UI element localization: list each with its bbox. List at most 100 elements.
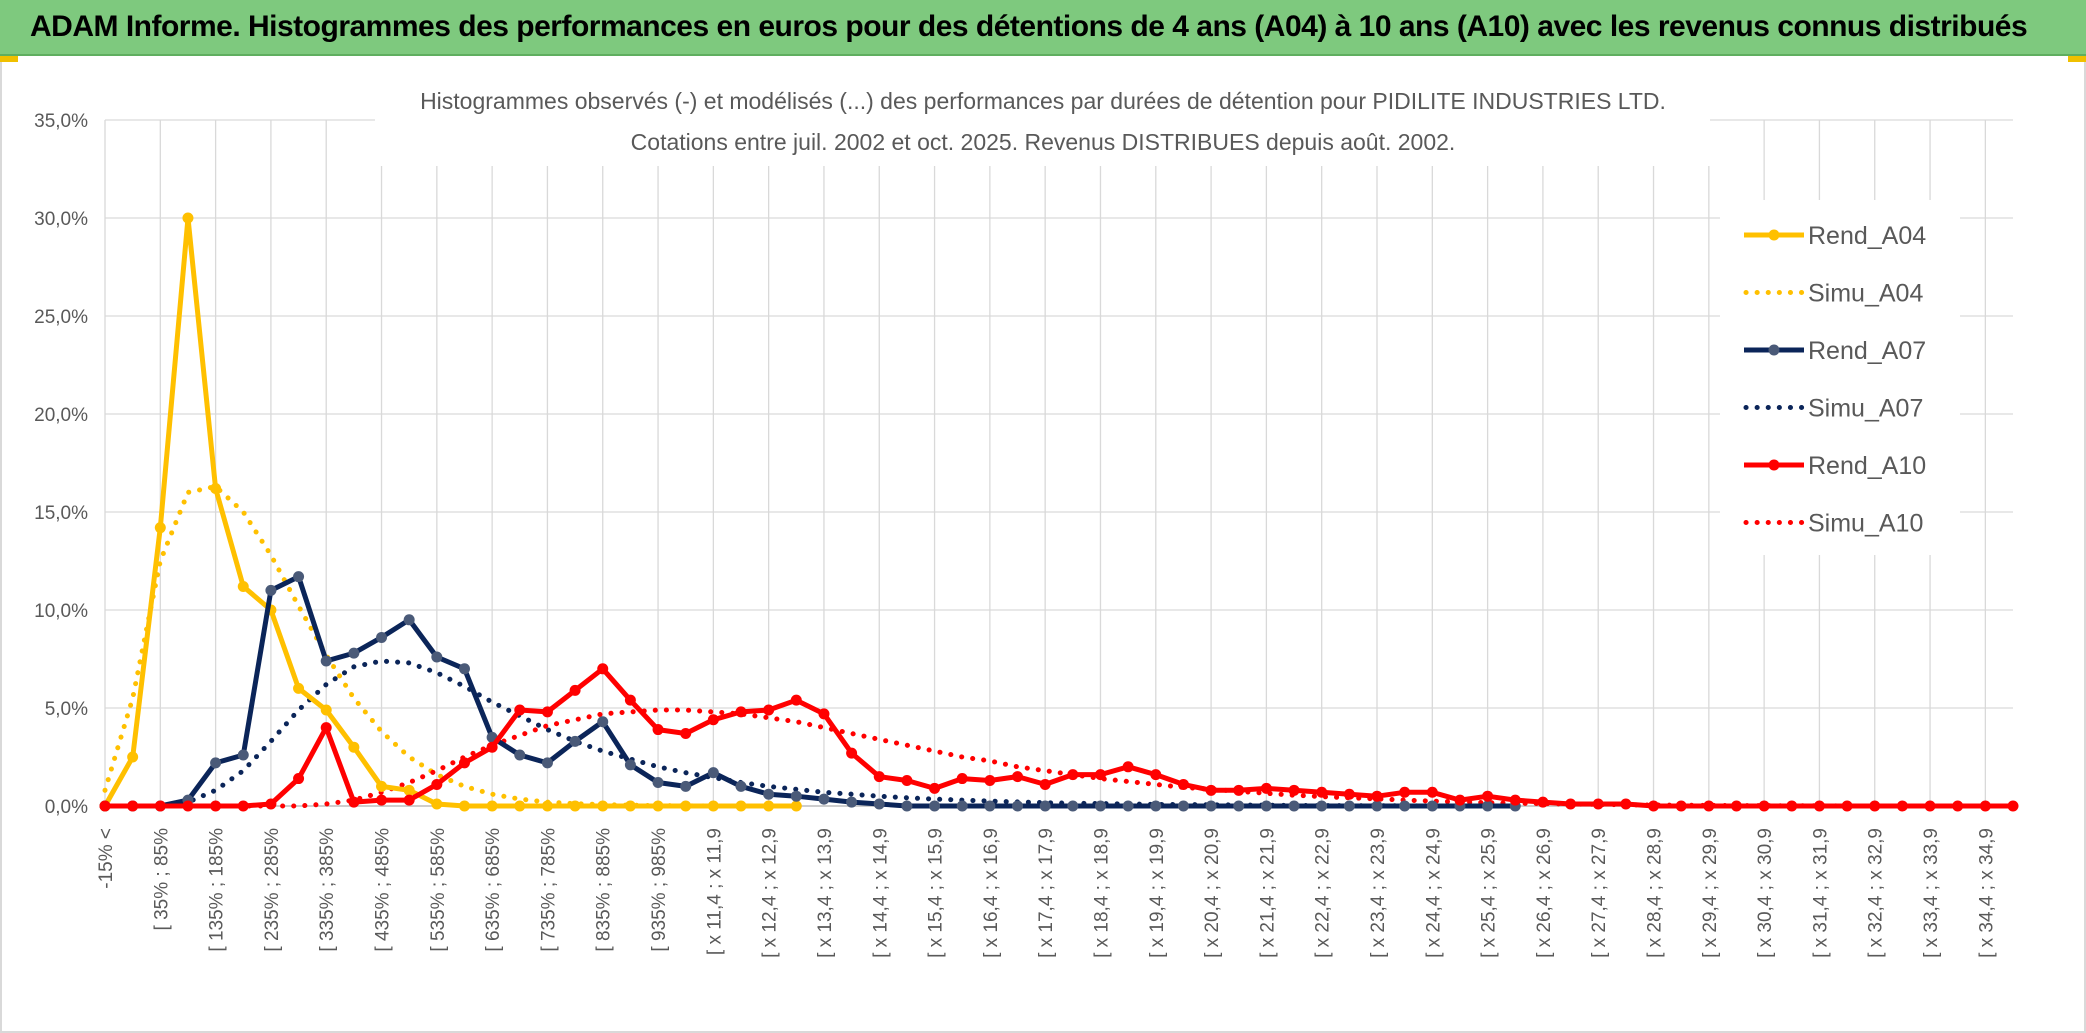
point-rend-a04 [735,800,747,812]
legend-label-simu-a04: Simu_A04 [1808,280,1923,308]
x-tick-label: [ x 13,4 ; x 13,9 [815,828,836,958]
x-tick-label: [ x 18,4 ; x 18,9 [1091,828,1112,958]
point-rend-a04 [624,800,636,812]
x-tick-label: [ x 27,4 ; x 27,9 [1589,828,1610,958]
chart-title-line2: Cotations entre juil. 2002 et oct. 2025.… [631,129,1456,155]
point-rend-a07 [1094,800,1106,812]
point-rend-a07 [1288,800,1300,812]
point-rend-a10 [1648,800,1660,812]
x-tick-label: [ x 32,4 ; x 32,9 [1866,828,1887,958]
point-rend-a10 [127,800,139,812]
point-rend-a07 [624,759,636,771]
point-rend-a10 [431,778,443,790]
legend-label-simu-a10: Simu_A10 [1808,510,1923,538]
point-rend-a07 [1316,800,1328,812]
point-rend-a10 [1537,796,1549,808]
point-rend-a10 [1094,769,1106,781]
point-rend-a07 [265,584,277,596]
point-rend-a07 [597,716,609,728]
legend-label-rend-a04: Rend_A04 [1808,222,1926,250]
point-rend-a07 [873,798,885,810]
legend-marker-rend-a04 [1768,229,1780,241]
x-tick-label: -15% < [96,828,117,889]
point-rend-a07 [1205,800,1217,812]
point-rend-a10 [182,800,194,812]
point-rend-a07 [1039,800,1051,812]
point-rend-a07 [1482,800,1494,812]
point-rend-a10 [541,706,553,718]
x-tick-label: [ x 19,4 ; x 19,9 [1147,828,1168,958]
x-tick-label: [ x 15,4 ; x 15,9 [926,828,947,958]
point-rend-a04 [790,800,802,812]
point-rend-a10 [873,771,885,783]
x-tick-label: [ x 25,4 ; x 25,9 [1479,828,1500,958]
point-rend-a04 [403,784,415,796]
point-rend-a10 [293,773,305,785]
x-tick-label: [ x 26,4 ; x 26,9 [1534,828,1555,958]
x-tick-label: [ 335% ; 385% [317,828,338,952]
point-rend-a07 [1426,800,1438,812]
x-tick-label: [ 935% ; 985% [649,828,670,952]
x-tick-label: [ x 33,4 ; x 33,9 [1921,828,1942,958]
legend-marker-rend-a07 [1768,344,1780,356]
point-rend-a10 [1730,800,1742,812]
point-rend-a10 [1260,782,1272,794]
point-rend-a04 [348,741,360,753]
point-rend-a10 [1205,784,1217,796]
banner-title: ADAM Informe. Histogrammes des performan… [0,0,2086,56]
point-rend-a04 [293,682,305,694]
point-rend-a07 [735,780,747,792]
point-rend-a10 [846,747,858,759]
x-tick-label: [ x 14,4 ; x 14,9 [870,828,891,958]
point-rend-a07 [403,614,415,626]
point-rend-a07 [514,749,526,761]
point-rend-a10 [1288,784,1300,796]
y-tick-label: 30,0% [34,209,88,230]
point-rend-a10 [735,706,747,718]
point-rend-a10 [1896,800,1908,812]
point-rend-a10 [1454,794,1466,806]
point-rend-a04 [182,212,194,224]
x-tick-label: [ x 16,4 ; x 16,9 [981,828,1002,958]
point-rend-a10 [1758,800,1770,812]
x-tick-label: [ 435% ; 485% [373,828,394,952]
point-rend-a10 [376,794,388,806]
x-tick-label: [ x 17,4 ; x 17,9 [1036,828,1057,958]
point-rend-a10 [956,773,968,785]
point-rend-a10 [680,727,692,739]
legend-label-rend-a07: Rend_A07 [1808,337,1926,365]
y-tick-label: 20,0% [34,405,88,426]
point-rend-a04 [597,800,609,812]
y-tick-label: 35,0% [34,111,88,132]
point-rend-a10 [210,800,222,812]
x-tick-label: [ 835% ; 885% [594,828,615,952]
point-rend-a10 [514,704,526,716]
point-rend-a10 [265,798,277,810]
series-line-simu-a10 [102,707,2016,809]
x-tick-label: [ x 22,4 ; x 22,9 [1313,828,1334,958]
y-tick-label: 15,0% [34,503,88,524]
point-rend-a07 [541,757,553,769]
series-line-rend-a10 [105,666,2013,809]
x-tick-label: [ x 30,4 ; x 30,9 [1755,828,1776,958]
x-tick-label: [ 35% ; 85% [151,828,172,931]
point-rend-a07 [1012,800,1024,812]
point-rend-a04 [541,800,553,812]
point-rend-a10 [790,694,802,706]
point-rend-a10 [818,708,830,720]
point-rend-a04 [320,704,332,716]
point-rend-a07 [1233,800,1245,812]
point-rend-a07 [1399,800,1411,812]
point-rend-a10 [984,775,996,787]
y-tick-label: 25,0% [34,307,88,328]
x-tick-label: [ x 12,4 ; x 12,9 [760,828,781,958]
point-rend-a07 [707,767,719,779]
point-rend-a07 [1150,800,1162,812]
title-background [375,88,1710,166]
point-rend-a04 [514,800,526,812]
x-tick-label: [ x 31,4 ; x 31,9 [1810,828,1831,958]
x-tick-label: [ 735% ; 785% [538,828,559,952]
legend-marker-rend-a10 [1768,459,1780,471]
series-line-simu-a04 [102,484,799,809]
point-rend-a10 [1150,769,1162,781]
